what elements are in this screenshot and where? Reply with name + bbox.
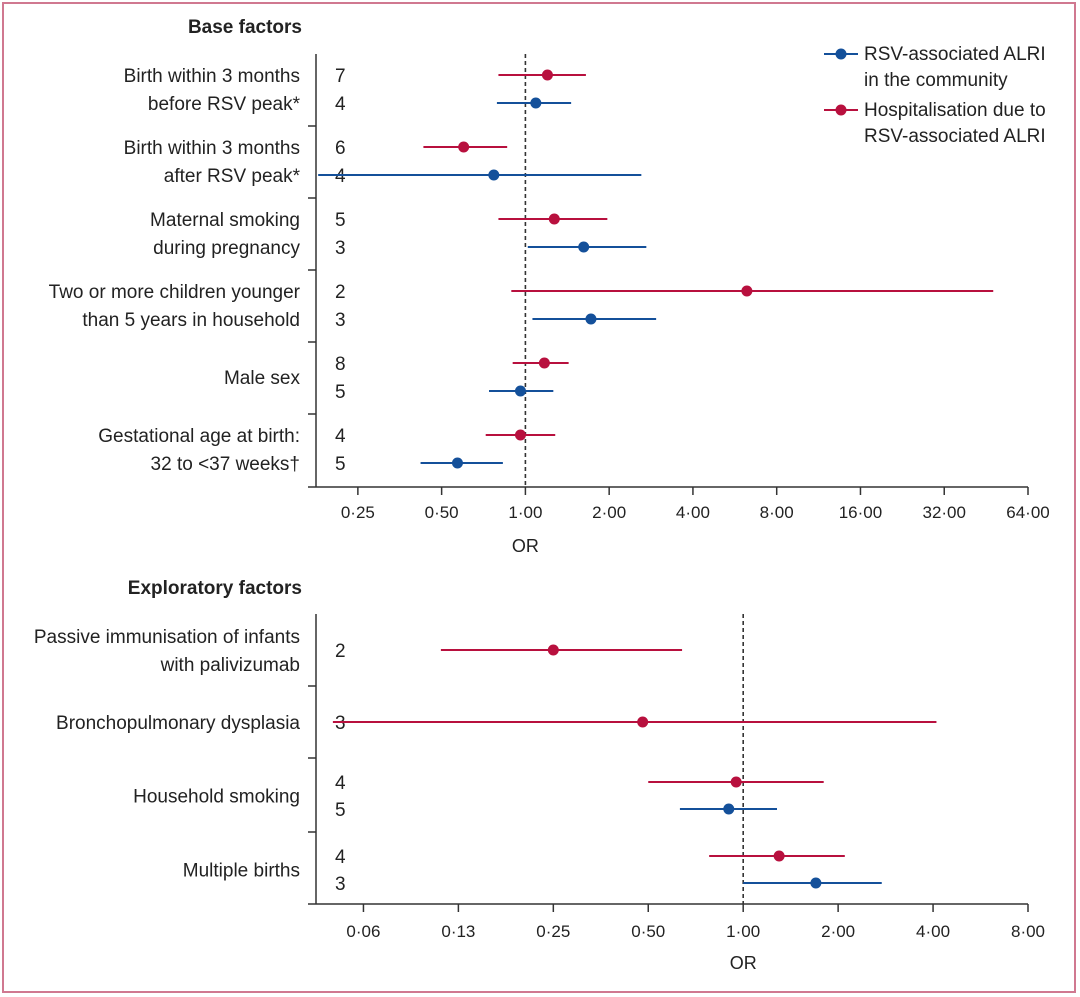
factor-group: Gestational age at birth: 32 to <37 weeks… [98,426,556,475]
x-tick-label: 8·00 [1011,922,1045,941]
study-count-label: 8 [335,354,346,375]
factor-label: Bronchopulmonary dysplasia [56,713,300,734]
x-tick-label: 0·25 [536,922,570,941]
study-count-label: 5 [335,800,346,821]
study-count-label: 4 [335,94,346,115]
factor-label: Two or more children younger [49,282,301,303]
study-count-label: 4 [335,847,346,868]
study-count-label: 5 [335,454,346,475]
x-tick-label: 32·00 [922,503,965,522]
point-estimate-community [810,877,822,889]
point-estimate-hospitalisation [458,141,470,153]
x-tick-label: 4·00 [916,922,950,941]
x-tick-label: 2·00 [592,503,626,522]
factor-label: Household smoking [133,787,300,808]
factor-group: Birth within 3 months before RSV peak* 7 4 [124,66,586,115]
legend-item-community: RSV-associated ALRI in the community [824,44,1046,91]
x-tick-label: 16·00 [839,503,882,522]
factor-group: Multiple births 4 3 [183,847,882,895]
factor-group: Birth within 3 months after RSV peak* 6 4 [124,138,642,187]
x-axis-label: OR [512,536,539,556]
study-count-label: 2 [335,641,346,662]
factor-group: Maternal smoking during pregnancy 5 3 [150,210,647,259]
factor-label: before RSV peak* [148,94,301,115]
study-count-label: 3 [335,713,346,734]
x-axis-label: OR [730,953,757,973]
study-count-label: 6 [335,138,346,159]
factor-label: Maternal smoking [150,210,300,231]
study-count-label: 3 [335,874,346,895]
factor-group: Male sex 8 5 [224,354,569,403]
legend-label: RSV-associated ALRI [864,126,1046,147]
legend: RSV-associated ALRI in the community Hospi… [824,44,1046,147]
point-estimate-community [585,313,597,325]
legend-label: in the community [864,70,1008,91]
forest-panel-1: Base factors 0·25 0·50 1·00 2·00 4·00 8·00 16·0… [49,17,1050,556]
point-estimate-hospitalisation [548,213,560,225]
point-estimate-hospitalisation [637,716,649,728]
factor-label: Birth within 3 months [124,138,300,159]
factor-label: 32 to <37 weeks† [151,454,300,475]
factor-group: Bronchopulmonary dysplasia 3 [56,713,937,734]
x-tick-label: 4·00 [676,503,710,522]
legend-label: Hospitalisation due to [864,100,1046,121]
factor-label: during pregnancy [153,238,300,259]
x-tick-label: 0·25 [341,503,375,522]
factor-group: Passive immunisation of infants with pali… [34,627,683,676]
factor-group: Two or more children younger than 5 years… [49,282,994,331]
x-tick-label: 2·00 [821,922,855,941]
point-estimate-hospitalisation [773,850,785,862]
factor-label: Gestational age at birth: [98,426,300,447]
x-tick-label: 0·50 [425,503,459,522]
point-estimate-hospitalisation [730,776,742,788]
point-estimate-hospitalisation [514,429,526,441]
study-count-label: 4 [335,426,346,447]
point-estimate-hospitalisation [541,69,553,81]
x-tick-label: 1·00 [508,503,542,522]
x-tick-label: 0·06 [346,922,380,941]
factor-label: Birth within 3 months [124,66,300,87]
x-tick-label: 64·00 [1006,503,1049,522]
factor-label: Passive immunisation of infants [34,627,300,648]
study-count-label: 5 [335,382,346,403]
point-estimate-hospitalisation [741,285,753,297]
legend-item-hospitalisation: Hospitalisation due to RSV-associated ALR… [824,100,1046,147]
study-count-label: 4 [335,773,346,794]
study-count-label: 4 [335,166,346,187]
legend-label: RSV-associated ALRI [864,44,1046,65]
panel-title: Exploratory factors [128,578,302,599]
x-tick-label: 1·00 [726,922,760,941]
study-count-label: 5 [335,210,346,231]
study-count-label: 2 [335,282,346,303]
study-count-label: 3 [335,310,346,331]
factor-label: than 5 years in household [82,310,300,331]
factor-label: with palivizumab [160,655,300,676]
factor-label: Male sex [224,368,301,389]
study-count-label: 3 [335,238,346,259]
legend-swatch-marker [835,104,847,116]
x-tick-label: 0·50 [631,922,665,941]
point-estimate-community [723,803,735,815]
point-estimate-community [488,169,500,181]
point-estimate-community [514,385,526,397]
point-estimate-hospitalisation [547,644,559,656]
study-count-label: 7 [335,66,346,87]
factor-label: Multiple births [183,861,300,882]
x-tick-label: 0·13 [441,922,475,941]
point-estimate-community [578,241,590,253]
factor-group: Household smoking 4 5 [133,773,824,821]
legend-swatch-marker [835,48,847,60]
point-estimate-hospitalisation [538,357,550,369]
x-tick-label: 8·00 [760,503,794,522]
forest-panel-2: Exploratory factors 0·06 0·13 0·25 0·50 1·00 2… [34,578,1045,973]
factor-label: after RSV peak* [164,166,301,187]
point-estimate-community [451,457,463,469]
panel-title: Base factors [188,17,302,38]
point-estimate-community [530,97,542,109]
